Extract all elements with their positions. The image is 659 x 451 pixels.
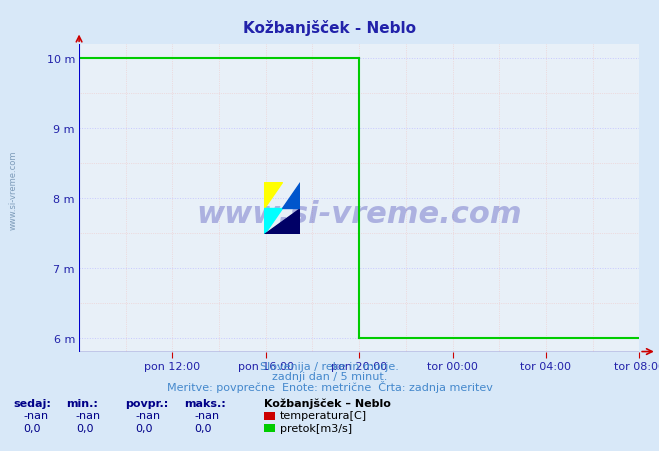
Text: Meritve: povprečne  Enote: metrične  Črta: zadnja meritev: Meritve: povprečne Enote: metrične Črta:… [167, 381, 492, 393]
Text: min.:: min.: [66, 398, 98, 408]
Text: 0,0: 0,0 [135, 423, 153, 433]
Text: temperatura[C]: temperatura[C] [280, 410, 367, 420]
Text: pretok[m3/s]: pretok[m3/s] [280, 423, 352, 433]
Text: -nan: -nan [135, 410, 160, 420]
Text: zadnji dan / 5 minut.: zadnji dan / 5 minut. [272, 371, 387, 381]
Text: www.si-vreme.com: www.si-vreme.com [196, 199, 522, 228]
Text: maks.:: maks.: [185, 398, 226, 408]
Text: 0,0: 0,0 [194, 423, 212, 433]
Text: -nan: -nan [23, 410, 48, 420]
Text: www.si-vreme.com: www.si-vreme.com [9, 150, 18, 229]
Text: Slovenija / reke in morje.: Slovenija / reke in morje. [260, 361, 399, 371]
Text: 0,0: 0,0 [23, 423, 41, 433]
Text: sedaj:: sedaj: [13, 398, 51, 408]
Text: Kožbanjšček – Neblo: Kožbanjšček – Neblo [264, 398, 391, 408]
Text: -nan: -nan [76, 410, 101, 420]
Polygon shape [264, 183, 282, 208]
Text: -nan: -nan [194, 410, 219, 420]
Text: 0,0: 0,0 [76, 423, 94, 433]
Polygon shape [282, 183, 300, 208]
Text: povpr.:: povpr.: [125, 398, 169, 408]
Text: Kožbanjšček - Neblo: Kožbanjšček - Neblo [243, 20, 416, 36]
Polygon shape [264, 208, 282, 235]
Polygon shape [264, 208, 300, 235]
